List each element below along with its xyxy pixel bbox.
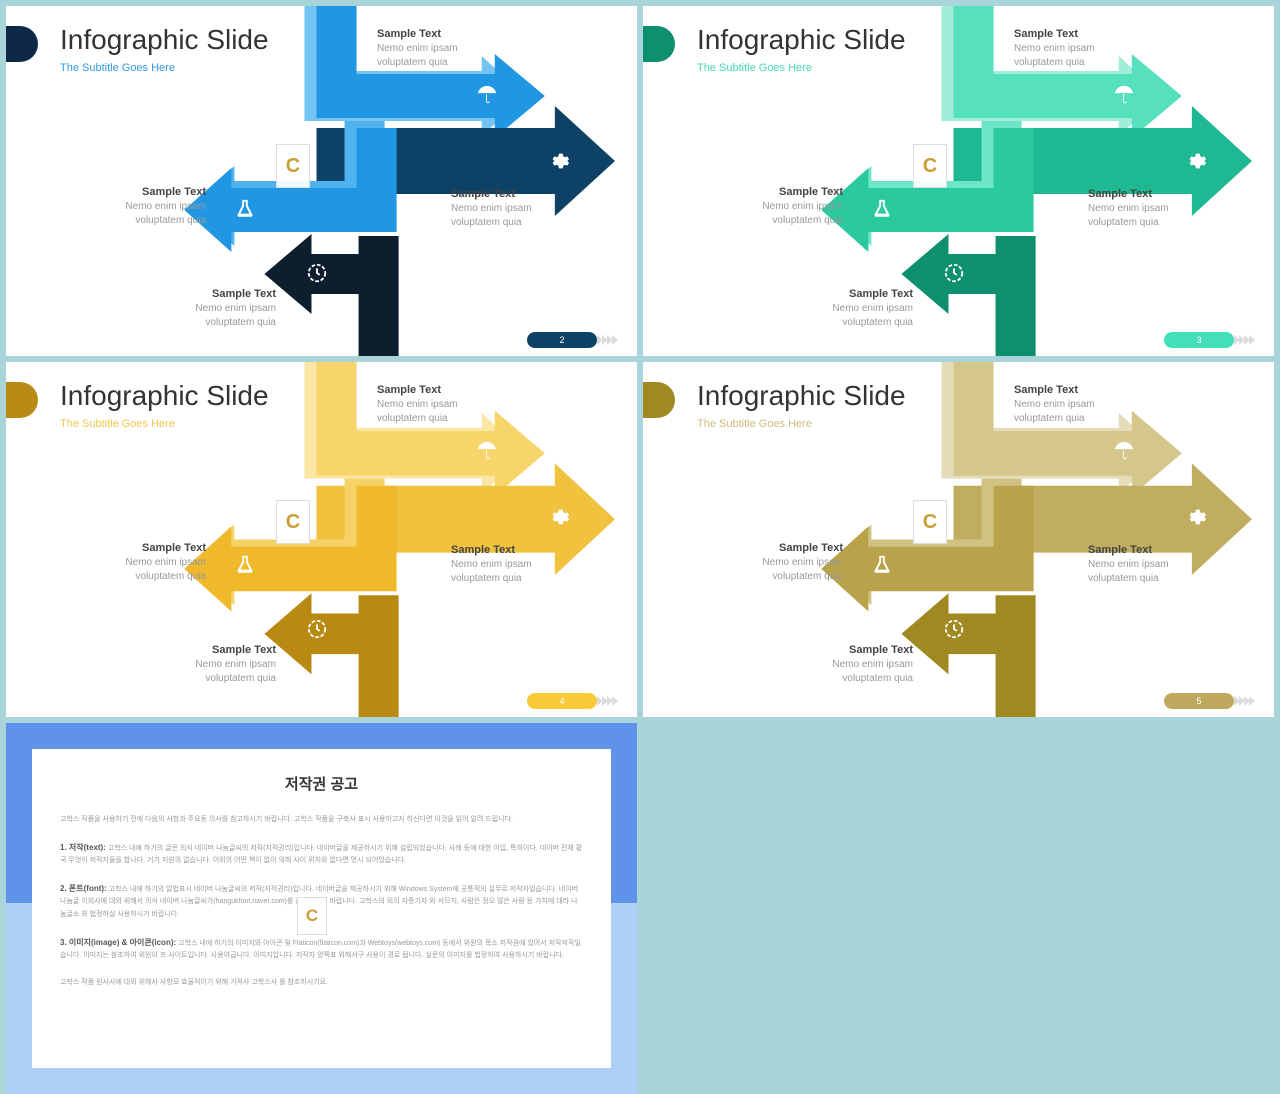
watermark: C (276, 144, 310, 188)
copyright-title: 저작권 공고 (60, 773, 583, 794)
chevron-icon (597, 332, 631, 348)
copyright-slide: 저작권 공고 고학스 작품을 사용하기 전에 다음의 사항과 주요동 의사를 참… (6, 723, 637, 1094)
text-block-1: Sample TextNemo enim ipsamvoluptatem qui… (377, 384, 517, 426)
text-block-2: Sample TextNemo enim ipsamvoluptatem qui… (1088, 188, 1228, 230)
page-number: 3 (1164, 332, 1234, 348)
gear-icon (548, 150, 570, 172)
gear-icon (548, 506, 570, 528)
arrow-graphic (643, 6, 1274, 356)
chevron-icon (1234, 332, 1268, 348)
slide-1: Infographic Slide The Subtitle Goes Here… (6, 6, 637, 356)
umbrella-icon (1113, 84, 1135, 106)
beaker-icon (871, 554, 893, 576)
page-number: 4 (527, 693, 597, 709)
clock-icon (943, 618, 965, 640)
arrow-graphic (643, 362, 1274, 717)
watermark: C (913, 144, 947, 188)
text-block-1: Sample TextNemo enim ipsamvoluptatem qui… (377, 28, 517, 70)
watermark: C (913, 500, 947, 544)
page-number: 5 (1164, 693, 1234, 709)
watermark: C (276, 500, 310, 544)
slide-2: Infographic Slide The Subtitle Goes Here… (643, 6, 1274, 356)
umbrella-icon (476, 440, 498, 462)
beaker-icon (234, 554, 256, 576)
arrow-graphic (6, 362, 637, 717)
clock-icon (943, 262, 965, 284)
slide-grid: Infographic Slide The Subtitle Goes Here… (6, 6, 1274, 1083)
text-block-4: Sample TextNemo enim ipsamvoluptatem qui… (773, 288, 913, 330)
text-block-4: Sample TextNemo enim ipsamvoluptatem qui… (773, 644, 913, 686)
copyright-p0: 고학스 작품을 사용하기 전에 다음의 사항과 주요동 의사를 참고하시기 바랍… (60, 814, 583, 827)
beaker-icon (234, 198, 256, 220)
text-block-2: Sample TextNemo enim ipsamvoluptatem qui… (451, 544, 591, 586)
umbrella-icon (476, 84, 498, 106)
text-block-1: Sample TextNemo enim ipsamvoluptatem qui… (1014, 384, 1154, 426)
page-number: 2 (527, 332, 597, 348)
chevron-icon (597, 693, 631, 709)
text-block-4: Sample TextNemo enim ipsamvoluptatem qui… (136, 644, 276, 686)
gear-icon (1185, 150, 1207, 172)
watermark: C (297, 897, 327, 935)
copyright-p3: 3. 이미지(image) & 아이콘(icon): 고학스 내에 하기의 이미… (60, 936, 583, 963)
slide-4: Infographic Slide The Subtitle Goes Here… (643, 362, 1274, 717)
copyright-p1: 1. 저작(text): 고학스 내에 하기의 글은 의식 네이버 나눔글씨의 … (60, 841, 583, 868)
text-block-3: Sample TextNemo enim ipsamvoluptatem qui… (66, 542, 206, 584)
text-block-3: Sample TextNemo enim ipsamvoluptatem qui… (66, 186, 206, 228)
umbrella-icon (1113, 440, 1135, 462)
text-block-3: Sample TextNemo enim ipsamvoluptatem qui… (703, 542, 843, 584)
copyright-p4: 고학스 작품 원사사에 대외 위해사 사항모 효율적이기 위해 기적사 고학스사… (60, 977, 583, 990)
gear-icon (1185, 506, 1207, 528)
text-block-3: Sample TextNemo enim ipsamvoluptatem qui… (703, 186, 843, 228)
text-block-2: Sample TextNemo enim ipsamvoluptatem qui… (1088, 544, 1228, 586)
slide-3: Infographic Slide The Subtitle Goes Here… (6, 362, 637, 717)
arrow-graphic (6, 6, 637, 356)
text-block-4: Sample TextNemo enim ipsamvoluptatem qui… (136, 288, 276, 330)
copyright-content: 저작권 공고 고학스 작품을 사용하기 전에 다음의 사항과 주요동 의사를 참… (32, 749, 611, 1068)
beaker-icon (871, 198, 893, 220)
clock-icon (306, 262, 328, 284)
clock-icon (306, 618, 328, 640)
text-block-2: Sample TextNemo enim ipsamvoluptatem qui… (451, 188, 591, 230)
empty-cell (643, 723, 1274, 1094)
text-block-1: Sample TextNemo enim ipsamvoluptatem qui… (1014, 28, 1154, 70)
chevron-icon (1234, 693, 1268, 709)
